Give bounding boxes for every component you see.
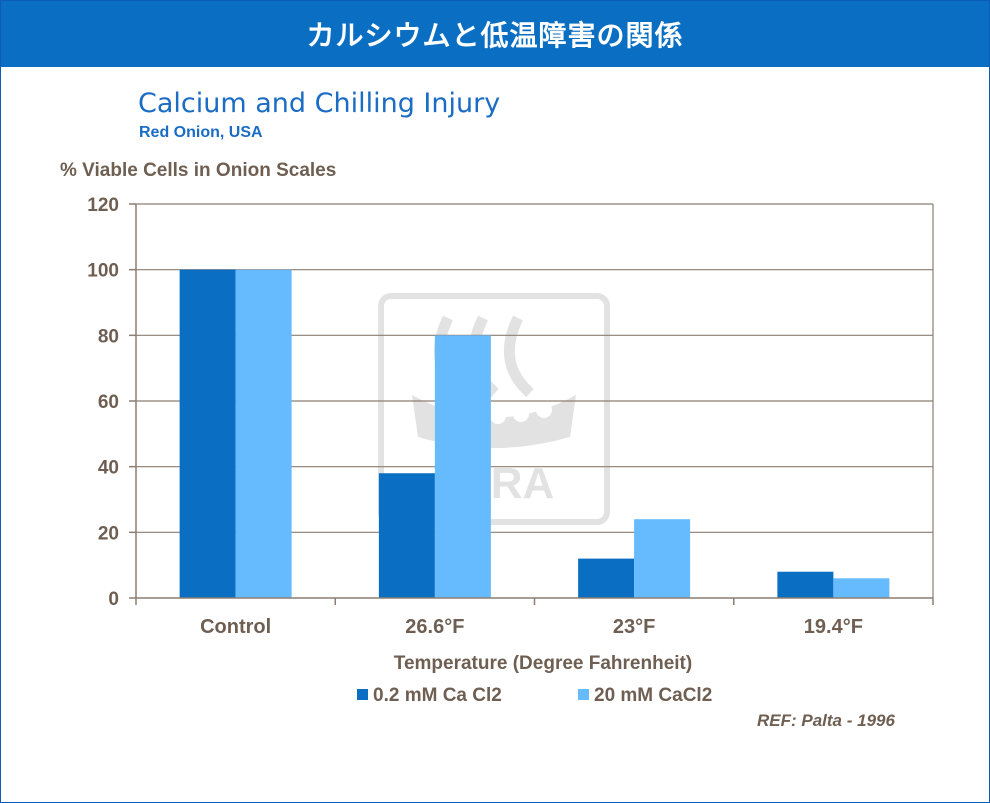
legend-label: 0.2 mM Ca Cl2 — [373, 685, 502, 706]
y-tick-label: 0 — [108, 589, 119, 610]
axes — [129, 203, 934, 605]
bar — [378, 473, 435, 598]
y-tick-label: 120 — [87, 195, 119, 216]
bars — [179, 269, 890, 598]
header-bar: カルシウムと低温障害の関係 — [1, 1, 989, 67]
legend-swatch — [578, 689, 589, 700]
y-tick-label: 60 — [98, 392, 119, 413]
legend-swatch — [357, 689, 368, 700]
y-axis-title: % Viable Cells in Onion Scales — [60, 160, 337, 181]
x-category-label: Control — [200, 616, 271, 638]
legend-label: 20 mM CaCl2 — [594, 685, 712, 706]
chart-title: Calcium and Chilling Injury — [138, 88, 501, 119]
bar — [578, 558, 635, 598]
bar — [179, 269, 236, 598]
bar — [434, 335, 491, 598]
reference-note: REF: Palta - 1996 — [757, 711, 895, 730]
x-category-label: 19.4°F — [804, 616, 863, 638]
bar — [634, 519, 691, 598]
bar — [777, 571, 834, 598]
y-tick-label: 80 — [98, 326, 119, 347]
axis-labels: 0 20 40 60 80 100 120 Control 26.6°F 23°F 19.4°F — [87, 195, 863, 638]
chart-subtitle: Red Onion, USA — [139, 124, 263, 141]
legend: 0.2 mM Ca Cl2 20 mM CaCl2 — [357, 685, 712, 706]
y-tick-label: 100 — [87, 261, 119, 282]
bar — [833, 578, 890, 598]
x-category-label: 23°F — [613, 616, 655, 638]
x-axis-title: Temperature (Degree Fahrenheit) — [394, 653, 692, 674]
header-title: カルシウムと低温障害の関係 — [306, 19, 684, 52]
bar — [235, 269, 292, 598]
y-tick-label: 20 — [98, 523, 119, 544]
y-tick-label: 40 — [98, 458, 119, 479]
x-category-label: 26.6°F — [405, 616, 464, 638]
